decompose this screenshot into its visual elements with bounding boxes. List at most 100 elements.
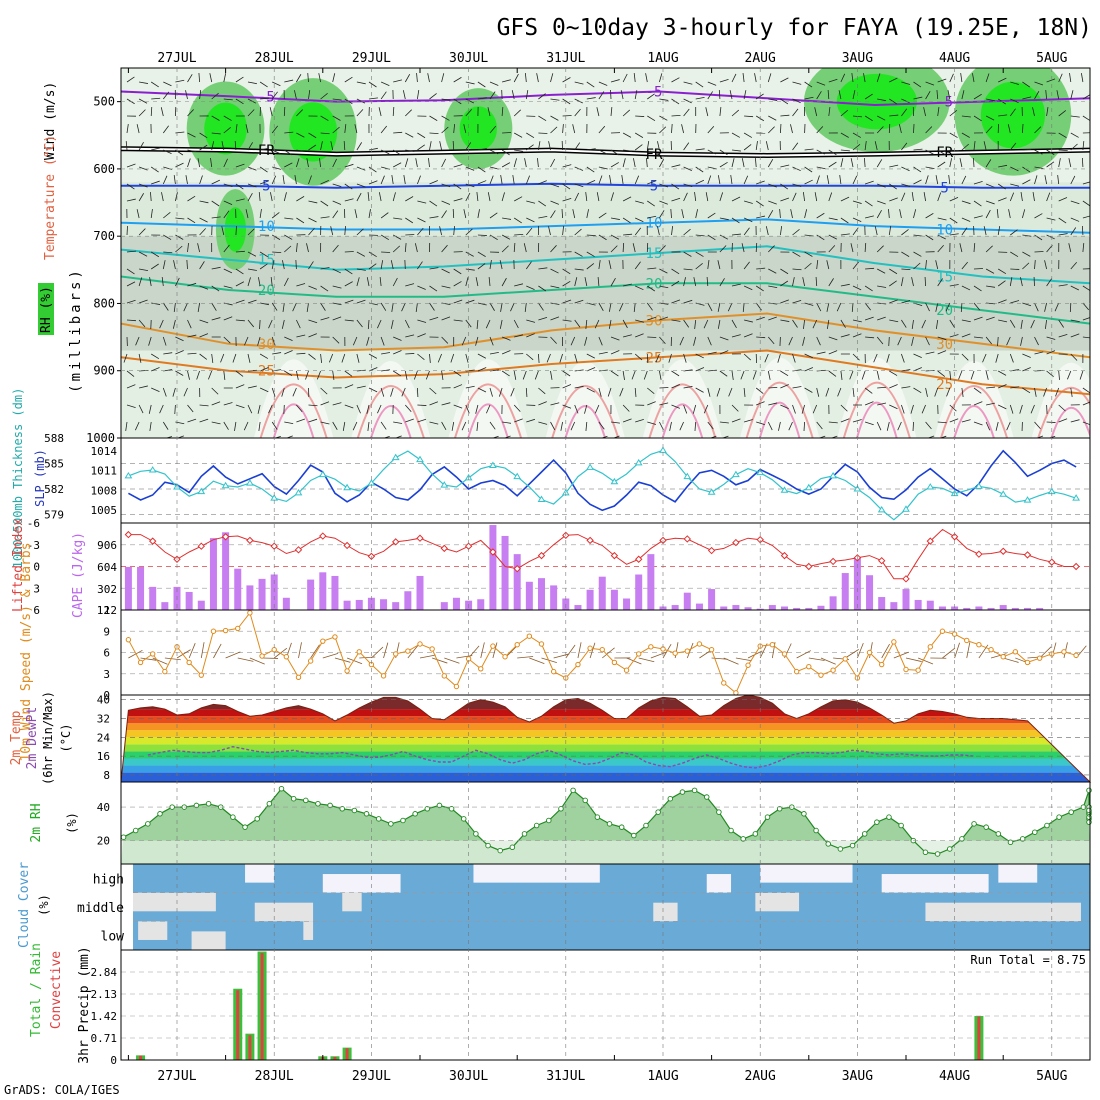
wind-barb [768,245,775,253]
wind-barb [804,251,813,257]
wind-barb [780,404,789,409]
wind-barb [391,175,394,185]
y-tick-label-right: 12 [104,604,117,617]
wind-marker [599,646,605,653]
wind-barb [767,421,773,431]
wind-barb [743,200,753,204]
wind-barb [861,370,866,380]
wind-barb [247,299,257,304]
wind-barb [1020,192,1023,202]
wind-barb [441,316,451,321]
wind-barb [187,404,194,413]
wind-barb [525,387,528,398]
wind-barb [161,192,164,202]
wind-barb [390,260,394,270]
slp-marker [732,470,740,478]
wind-barb [187,149,197,153]
wind-barb [196,370,200,380]
wind-barb [546,353,551,363]
wind-barb [755,93,764,100]
wind-barb [562,370,571,377]
wind-barb [271,302,278,311]
cape-bar [197,600,205,610]
li-marker [610,551,619,560]
wind-barb [176,649,191,659]
wind-barb [548,226,551,236]
wind-barb [973,401,983,406]
wind-barb [258,421,261,431]
wind-barb [1045,90,1047,100]
wind-barb [185,90,188,100]
wind-barb [1046,421,1056,423]
wind-barb [1020,336,1023,346]
wind-barb [126,384,136,389]
wind-barb [850,243,854,253]
wind-barb [946,387,951,397]
wind-barb [308,217,317,223]
wind-barb [925,126,933,134]
wind-barb [945,302,951,312]
wind-barb [152,657,168,665]
wind-barb [961,175,967,185]
wind-barb [877,183,886,188]
time-axes: 27JUL27JUL28JUL28JUL29JUL29JUL30JUL30JUL… [127,51,1068,1084]
wind-barb [765,439,769,447]
wind-barb [998,319,1008,323]
wind-barb [245,124,249,134]
li-label: Lifted Index [11,518,26,612]
wind-barb [645,73,648,83]
isotherm-label: 20 [646,276,663,292]
wind-barb [429,216,439,219]
wind-barb [513,217,522,224]
rh-marker [509,844,516,851]
wind-barb [126,370,135,377]
wind-barb [450,353,455,363]
wind-barb [417,333,426,338]
wind-barb [437,353,442,363]
wind-barb [731,149,741,152]
rh-marker [339,806,345,812]
wind-barb [897,336,902,346]
wind-barb [559,353,563,363]
wind-marker [514,642,520,648]
wind-barb [1070,387,1073,397]
wind-barb [332,316,342,321]
isotherm-label: 15 [646,246,663,262]
wind-barb [877,268,886,274]
wind-barb [126,183,135,190]
wind-barb [719,278,725,287]
wind-barb [597,276,600,287]
wind-barb [151,387,160,392]
wind-barb [356,183,366,188]
wind-barb [526,217,535,223]
wind-barb [284,234,293,240]
wind-barb [1067,370,1072,380]
wind-barb [392,277,398,287]
cape-bar [781,606,788,610]
wind-barb [1034,387,1037,397]
wind-barb [453,198,463,202]
wind-barb [1082,243,1085,253]
temp-band [121,695,1090,710]
wind-barb [622,109,631,117]
wind-barb [913,179,922,185]
wind-barb [392,192,396,202]
wind-barb [377,404,382,414]
slp-marker [804,483,813,491]
y-tick-label: 8 [103,769,110,782]
wind-barb [199,261,205,270]
wind-barb [441,402,451,406]
wind-barb [816,126,824,134]
li-marker [902,575,910,583]
wind-barb [381,369,391,372]
wind-barb [998,77,1007,83]
wind-barb [183,302,188,312]
wind-barb [247,353,251,363]
wind-barb [889,114,899,117]
wind-barb [694,319,697,329]
rh-marker [1032,829,1038,835]
wind-barb [889,404,898,410]
wind-barb [259,367,269,372]
wind-barb [1059,439,1068,441]
